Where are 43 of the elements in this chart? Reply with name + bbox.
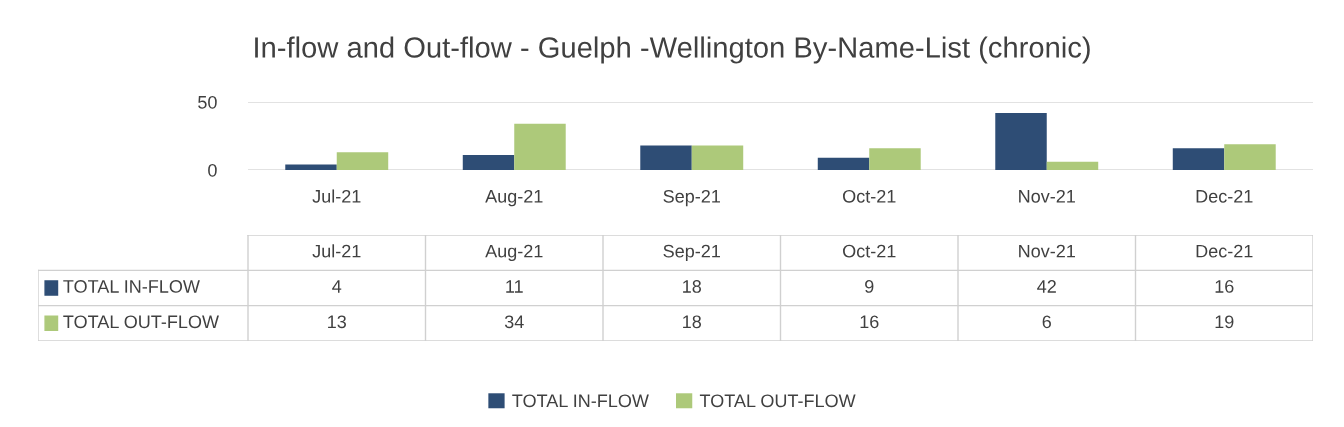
bar <box>869 148 921 170</box>
y-tick-label: 50 <box>198 95 217 109</box>
bar <box>995 112 1047 170</box>
legend-label: TOTAL IN-FLOW <box>63 280 200 293</box>
x-tick-label: Aug-21 <box>485 244 543 262</box>
category-label: Nov-21 <box>1019 189 1075 203</box>
data-label: 34 <box>504 315 524 329</box>
data-label: 6 <box>1042 315 1051 329</box>
category-label: Dec-21 <box>1196 189 1253 203</box>
chart-title: In-flow and Out-flow - Guelph -Wellington By-Name-List (chronic) <box>255 36 1090 64</box>
bar <box>640 145 692 170</box>
bar <box>336 152 389 170</box>
text: TOTAL OUT-FLOW <box>699 394 856 408</box>
x-tick-label: Jul-21 <box>312 244 361 258</box>
bar <box>817 157 870 170</box>
bar <box>691 145 744 170</box>
category-label: Jul-21 <box>312 189 361 203</box>
data-label: 16 <box>860 315 879 329</box>
bar <box>285 164 337 170</box>
bar <box>1046 161 1099 170</box>
data-label: 18 <box>683 315 702 329</box>
x-tick-label: Sep-21 <box>663 244 720 262</box>
data-label: 18 <box>683 280 702 293</box>
category-label: Oct-21 <box>843 189 896 203</box>
data-label: 13 <box>328 315 346 329</box>
data-label: 9 <box>865 280 874 293</box>
data-label: 16 <box>1215 280 1234 293</box>
y-tick-label: 0 <box>208 163 217 177</box>
bar <box>514 123 566 170</box>
x-tick-label: Dec-21 <box>1196 244 1253 258</box>
data-label: 19 <box>1215 315 1234 329</box>
bar <box>1172 148 1225 170</box>
bar <box>462 155 515 170</box>
x-tick-label: Nov-21 <box>1019 244 1075 258</box>
data-label: 4 <box>332 280 342 293</box>
category-label: Aug-21 <box>485 189 543 207</box>
x-tick-label: Oct-21 <box>843 244 896 258</box>
category-label: Sep-21 <box>663 189 720 207</box>
bar <box>1224 144 1276 170</box>
data-label: 42 <box>1037 280 1056 293</box>
text: TOTAL IN-FLOW <box>512 394 649 408</box>
legend-label: TOTAL OUT-FLOW <box>63 315 219 329</box>
data-label: 11 <box>506 280 523 293</box>
